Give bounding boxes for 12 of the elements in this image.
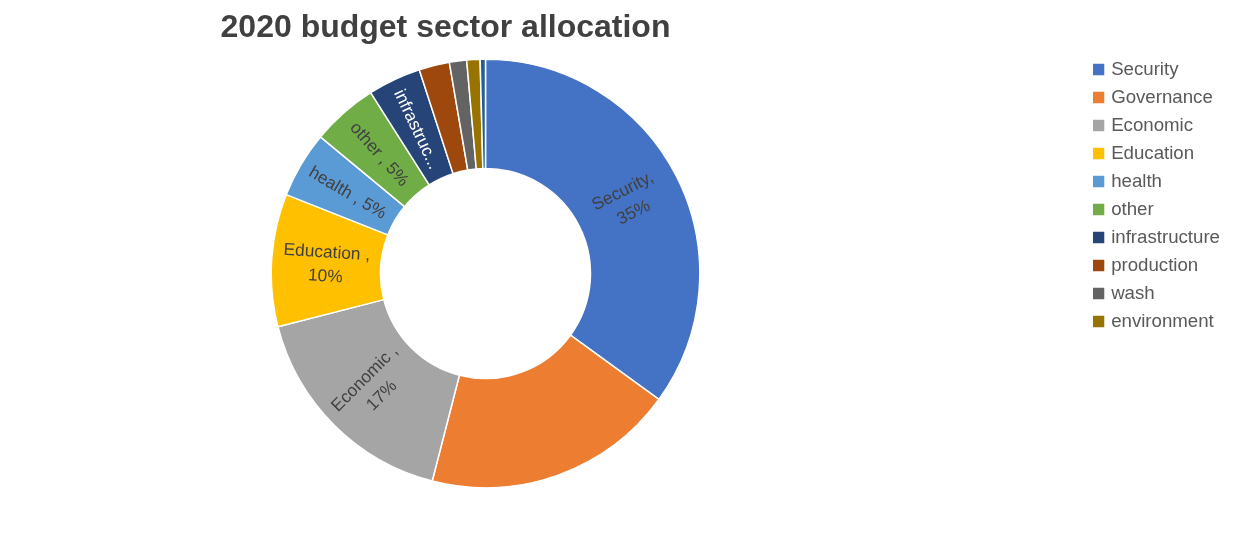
chart-title: 2020 budget sector allocation — [220, 7, 671, 44]
legend-label: environment — [1111, 310, 1214, 332]
legend-label: infrastructure — [1111, 226, 1220, 248]
legend-label: Security — [1111, 58, 1179, 80]
legend-label: wash — [1111, 282, 1155, 304]
legend-label: production — [1111, 254, 1199, 276]
data-label: Education , 10% — [283, 238, 371, 287]
legend-label: Governance — [1111, 86, 1213, 108]
legend-label: Education — [1111, 142, 1195, 164]
legend-label: other — [1111, 198, 1154, 220]
legend-label: Economic — [1111, 114, 1194, 136]
legend-label: health — [1111, 170, 1162, 192]
